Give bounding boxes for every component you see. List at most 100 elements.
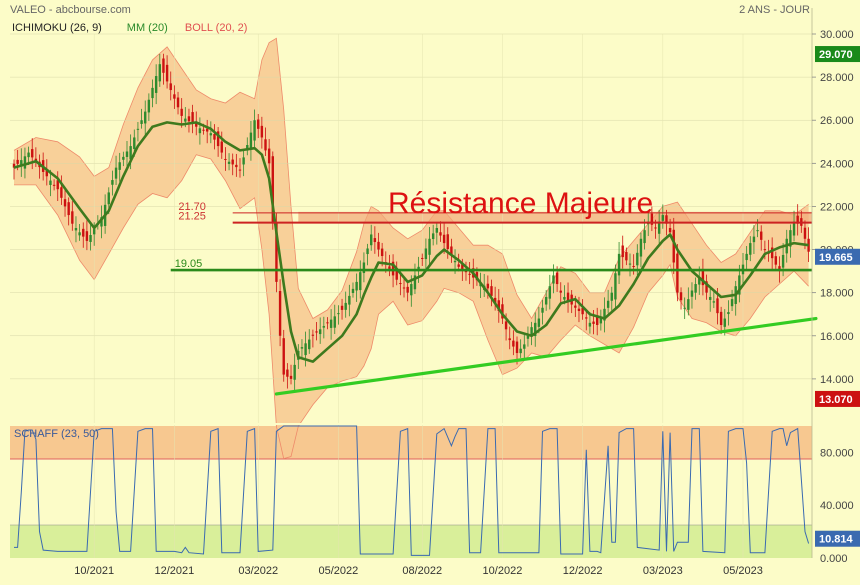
moving-average-line <box>13 121 809 363</box>
indicator-legend-label: BOLL (20, 2) <box>185 22 248 34</box>
price-candle-body <box>399 283 402 285</box>
oscillator-tick-label: 80.000 <box>820 447 854 459</box>
price-candle-body <box>133 137 136 149</box>
price-tick-label: 18.000 <box>820 288 854 300</box>
chart-period-label: 2 ANS - JOUR <box>739 4 810 16</box>
price-candle-body <box>512 340 515 347</box>
price-candle-body <box>388 266 391 269</box>
price-candle-body <box>249 132 253 150</box>
time-axis-label: 10/2021 <box>74 565 114 577</box>
price-candle-body <box>672 229 675 263</box>
price-candle-body <box>603 308 606 321</box>
price-candle-body <box>359 272 362 291</box>
price-candle-body <box>402 287 406 289</box>
price-candle-body <box>770 247 774 259</box>
price-candle-body <box>636 252 639 266</box>
price-candle-body <box>140 120 143 124</box>
price-candle-body <box>566 292 570 302</box>
price-candle-body <box>293 364 296 380</box>
price-candle-body <box>789 230 792 247</box>
price-candle-body <box>154 76 158 93</box>
price-candle-body <box>67 202 70 216</box>
price-candle-body <box>209 133 213 136</box>
price-tick-label: 28.000 <box>820 72 854 84</box>
price-candle-body <box>56 180 59 190</box>
price-tick-label: 14.000 <box>820 374 854 386</box>
price-candle-body <box>366 248 369 255</box>
resistance-annotation: Résistance Majeure <box>388 187 653 220</box>
price-candle-body <box>431 233 435 240</box>
price-candle-body <box>180 108 183 116</box>
indicator-legend-label: ICHIMOKU (26, 9) <box>12 22 102 34</box>
price-candle-body <box>515 341 519 354</box>
price-candle-body <box>300 347 304 349</box>
price-candle-body <box>774 256 778 265</box>
price-candle-body <box>286 369 289 377</box>
price-candle-body <box>592 321 595 324</box>
price-candle-body <box>523 344 526 349</box>
schaff-oscillator-line <box>14 425 810 556</box>
price-candle-body <box>610 292 613 301</box>
price-candle-body <box>596 315 599 325</box>
indicator-legend-label: MM (20) <box>127 22 168 34</box>
time-axis-label: 08/2022 <box>402 565 442 577</box>
price-candle-body <box>118 162 121 170</box>
price-candle-body <box>231 159 234 165</box>
chart-source-label: VALEO - abcbourse.com <box>10 4 131 16</box>
price-candle-body <box>719 311 723 325</box>
price-candle-body <box>654 227 657 229</box>
price-candle-body <box>235 164 238 168</box>
price-candle-body <box>344 302 347 310</box>
price-candle-body <box>628 263 632 265</box>
price-candle-body <box>650 213 654 225</box>
price-candle-body <box>282 338 285 375</box>
level-label: 21.25 <box>178 211 206 223</box>
price-candle-body <box>191 112 194 124</box>
price-candle-body <box>555 272 559 285</box>
oscillator-title-label: SCHAFF (23, 50) <box>14 428 99 440</box>
price-candle-body <box>807 238 810 252</box>
price-candle-body <box>162 58 165 73</box>
price-candle-body <box>227 161 231 164</box>
price-candle-body <box>380 248 384 257</box>
price-candle-body <box>668 228 672 233</box>
price-candle-body <box>100 217 103 227</box>
price-candle-body <box>60 187 63 198</box>
price-candle-body <box>701 270 705 286</box>
time-axis-label: 03/2022 <box>238 565 278 577</box>
price-candle-body <box>781 254 785 268</box>
price-candle-body <box>413 275 417 290</box>
price-candle-body <box>450 246 453 255</box>
price-candle-body <box>617 253 621 276</box>
price-candle-body <box>355 281 358 291</box>
price-candle-body <box>508 338 511 341</box>
price-candle-body <box>614 273 617 300</box>
price-candle-body <box>406 286 409 293</box>
price-candle-body <box>348 295 351 305</box>
price-candle-body <box>552 275 555 284</box>
price-candle-body <box>362 262 366 274</box>
price-candle-body <box>657 221 661 234</box>
price-candle-body <box>78 232 81 236</box>
oscillator-tick-label: 40.000 <box>820 500 854 512</box>
price-candle-body <box>308 339 311 350</box>
price-candle-body <box>278 291 282 336</box>
price-candle-body <box>490 286 493 296</box>
price-candle-body <box>253 120 256 141</box>
price-candle-body <box>85 231 89 241</box>
price-candle-body <box>519 348 522 354</box>
price-candle-body <box>504 321 508 330</box>
price-candle-body <box>687 299 690 310</box>
price-candle-body <box>694 284 697 293</box>
price-candle-body <box>606 300 610 308</box>
price-candle-body <box>176 97 180 108</box>
price-candle-body <box>49 180 52 185</box>
price-candle-body <box>20 160 23 167</box>
price-candle-body <box>111 180 114 185</box>
price-candle-body <box>563 296 566 300</box>
price-candle-body <box>351 288 355 293</box>
price-tick-label: 16.000 <box>820 331 854 343</box>
price-candle-body <box>632 266 635 268</box>
